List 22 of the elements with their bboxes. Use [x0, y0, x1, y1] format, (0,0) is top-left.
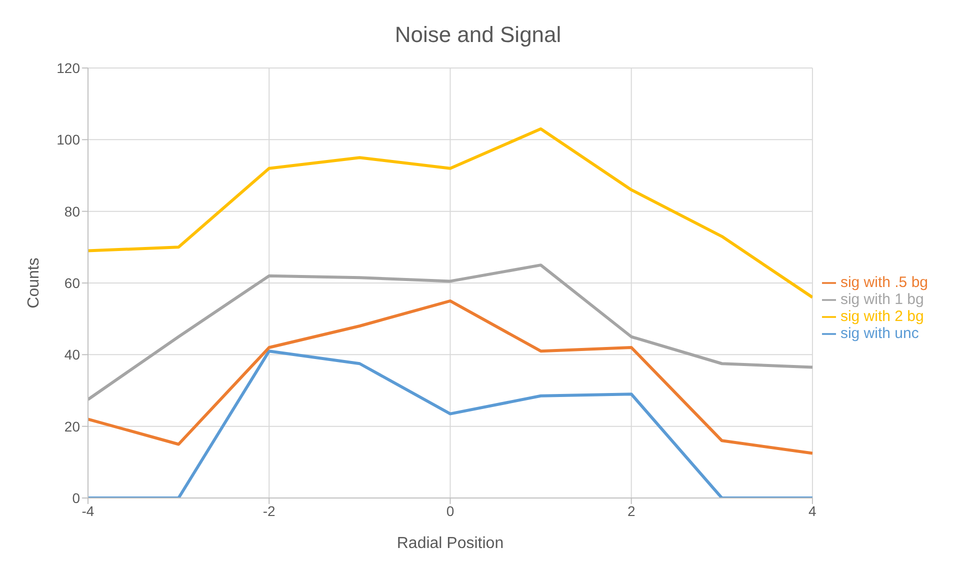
legend-label: sig with 2 bg [840, 308, 924, 325]
y-tick-label: 40 [64, 346, 80, 363]
line-series [88, 264, 812, 401]
line-series [88, 299, 812, 455]
y-axis-title: Counts [26, 258, 43, 308]
y-tick-label: 20 [64, 418, 80, 434]
x-axis-title: Radial Position [396, 535, 504, 552]
line-series [88, 127, 812, 299]
y-tick-label: 100 [56, 132, 80, 148]
x-tick-label: 4 [808, 502, 817, 519]
legend-label: sig with unc [840, 325, 919, 342]
x-tick-label: -4 [82, 502, 94, 519]
legend-label: sig with .5 bg [840, 274, 928, 291]
y-tick-label: 0 [72, 490, 80, 506]
x-tick-label: 2 [627, 502, 636, 519]
x-tick-label: -2 [262, 502, 276, 519]
y-tick-label: 80 [64, 203, 80, 220]
chart-title: Noise and Signal [394, 21, 562, 48]
legend-label: sig with 1 bg [840, 291, 924, 308]
y-tick-label: 60 [64, 274, 80, 291]
y-tick-label: 120 [56, 60, 80, 76]
x-tick-label: 0 [446, 502, 454, 519]
